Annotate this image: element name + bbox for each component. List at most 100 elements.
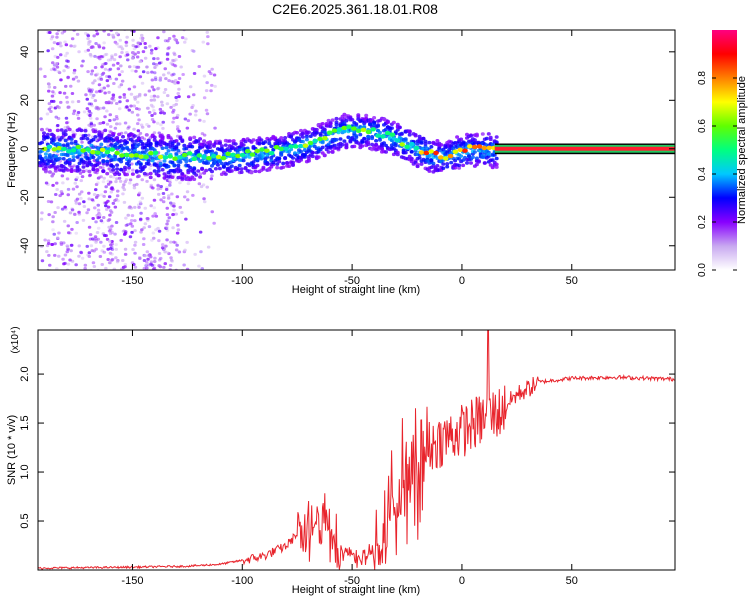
ridge-point — [326, 130, 333, 135]
heat-cell — [63, 205, 67, 209]
heat-cell — [125, 35, 129, 39]
heat-cell — [112, 82, 116, 85]
ridge-point — [438, 155, 444, 160]
heat-cell — [108, 113, 112, 117]
heat-cell — [173, 53, 177, 57]
heat-cell — [174, 248, 179, 252]
heat-cell — [81, 59, 85, 63]
heat-cell — [99, 133, 104, 137]
heat-cell — [122, 188, 127, 192]
heat-cell — [83, 133, 88, 138]
heat-cell — [235, 167, 240, 171]
heat-cell — [397, 125, 402, 130]
heat-cell — [449, 160, 454, 165]
heat-cell — [77, 254, 81, 258]
heat-cell — [53, 54, 57, 58]
heat-cell — [184, 217, 188, 221]
heat-cell — [156, 36, 160, 40]
heat-cell — [186, 95, 191, 99]
heat-cell — [97, 130, 102, 134]
heat-cell — [140, 81, 145, 85]
ridge-point — [452, 149, 459, 154]
heat-cell — [168, 263, 173, 267]
heat-cell — [106, 258, 110, 261]
heat-cell — [162, 265, 166, 269]
heat-cell — [99, 175, 103, 179]
heat-cell — [126, 213, 130, 217]
heat-cell — [212, 73, 217, 77]
heat-cell — [165, 102, 170, 106]
heat-cell — [82, 205, 87, 208]
heat-cell — [183, 195, 187, 199]
x-tick-label: 0 — [459, 575, 465, 587]
heat-cell — [171, 120, 175, 124]
heat-cell — [488, 135, 493, 140]
ridge-point — [447, 153, 454, 159]
heat-cell — [120, 47, 125, 51]
heat-cell — [275, 162, 280, 166]
heat-cell — [153, 76, 158, 80]
heat-cell — [202, 119, 206, 123]
heat-cell — [109, 243, 113, 247]
heat-cell — [139, 230, 143, 234]
heat-cell — [385, 120, 390, 125]
heat-cell — [120, 79, 125, 83]
heat-cell — [470, 155, 475, 159]
heat-cell — [62, 30, 67, 33]
heat-cell — [143, 206, 147, 210]
heat-cell — [139, 217, 143, 221]
heat-cell — [120, 51, 124, 54]
heat-cell — [97, 55, 102, 59]
heat-cell — [79, 196, 83, 200]
heat-cell — [168, 183, 172, 187]
heat-cell — [152, 206, 156, 210]
heat-cell — [46, 242, 51, 245]
heat-cell — [461, 163, 466, 168]
heat-cell — [107, 195, 112, 199]
heat-cell — [108, 232, 113, 236]
heat-cell — [376, 124, 380, 128]
heat-cell — [354, 122, 359, 126]
heat-cell — [148, 167, 152, 171]
heat-cell — [281, 161, 286, 166]
heat-cell — [159, 256, 163, 260]
heat-cell — [304, 137, 309, 142]
heat-cell — [132, 65, 137, 68]
heat-cell — [149, 183, 153, 187]
heat-cell — [58, 41, 62, 45]
heat-cell — [107, 33, 111, 37]
heat-cell — [172, 34, 176, 38]
y-tick-label: 0 — [19, 146, 31, 152]
heat-cell — [63, 253, 68, 257]
heat-cell — [94, 183, 99, 186]
heat-cell — [52, 232, 56, 236]
heat-cell — [135, 107, 139, 111]
heat-cell — [147, 110, 152, 114]
heat-cell — [176, 125, 180, 129]
heat-cell — [163, 250, 167, 254]
heat-cell — [152, 109, 156, 112]
heat-cell — [126, 223, 130, 227]
heat-cell — [108, 213, 112, 217]
heat-cell — [70, 208, 75, 212]
heat-cell — [136, 65, 141, 69]
heat-cell — [153, 112, 157, 116]
heat-cell — [55, 165, 60, 169]
heat-cell — [269, 144, 274, 148]
heat-cell — [75, 197, 80, 201]
heat-cell — [107, 167, 111, 171]
heat-cell — [484, 136, 489, 141]
y-tick-label: 0.5 — [19, 513, 31, 528]
heat-cell — [89, 122, 94, 126]
heat-cell — [49, 99, 54, 103]
heat-cell — [66, 75, 70, 79]
heat-cell — [263, 140, 268, 144]
ridge-point — [201, 154, 207, 160]
heat-cell — [73, 44, 77, 48]
heat-cell — [209, 177, 214, 181]
heat-cell — [90, 96, 95, 99]
heat-cell — [308, 134, 313, 138]
heat-cell — [190, 49, 195, 52]
heat-cell — [91, 81, 95, 85]
heat-cell — [112, 267, 117, 270]
